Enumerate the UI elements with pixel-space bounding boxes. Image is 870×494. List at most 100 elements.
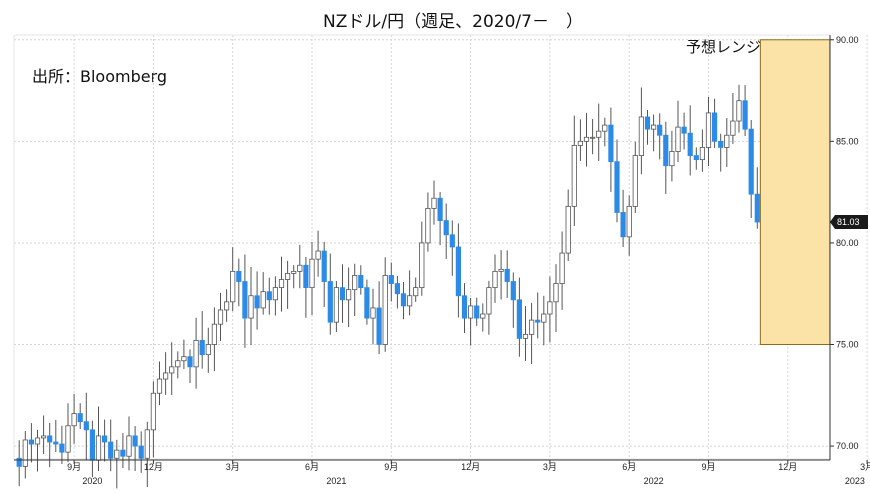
source-label: 出所：Bloomberg [32, 67, 167, 86]
candle-up [95, 435, 102, 461]
candle-up [638, 116, 645, 156]
candle-down [364, 287, 370, 319]
candle-down [321, 250, 327, 282]
candle-up [352, 275, 358, 291]
candle-down [437, 197, 443, 221]
candle-up [632, 155, 638, 207]
candle-down [138, 445, 144, 459]
candle-up [22, 439, 28, 467]
candle-down [376, 307, 382, 345]
candle-down [303, 264, 309, 289]
y-tick-label: 90.00 [836, 35, 859, 45]
candle-down [236, 270, 242, 282]
candle-up [181, 356, 187, 362]
candle-down [16, 457, 22, 467]
candle-up [541, 313, 547, 323]
x-year-label: 2020 [82, 476, 102, 486]
candle-down [242, 281, 248, 319]
candle-up [425, 207, 431, 244]
x-tick-label: 12月 [144, 462, 163, 472]
candle-up [559, 252, 565, 284]
candle-up [309, 258, 315, 289]
x-axis: 9月 12月 3月 6月 9月 12月 3月 6月 9月 12月 3月 2020 2021 2022 202… [67, 460, 870, 486]
candle-up [431, 197, 437, 209]
candle-down [620, 212, 626, 238]
y-tick-label: 75.00 [836, 339, 859, 349]
candle-down [510, 281, 516, 301]
candle-up [291, 270, 297, 274]
candle-up [480, 313, 486, 319]
candle-down [266, 291, 272, 301]
candle-down [400, 293, 407, 307]
candle-down [83, 421, 89, 431]
candle-up [577, 140, 584, 146]
candle-up [370, 307, 376, 319]
candles [16, 84, 760, 489]
candle-down [53, 441, 59, 445]
candle-up [156, 378, 163, 394]
candle-down [535, 319, 541, 323]
candle-down [47, 435, 53, 443]
candle-down [474, 305, 480, 319]
x-year-label: 2023 [845, 476, 865, 486]
candle-up [547, 301, 553, 315]
candle-up [699, 147, 706, 161]
candle-up [583, 136, 590, 142]
candle-up [419, 242, 425, 289]
candle-up [406, 295, 413, 307]
last-value-text: 81.03 [837, 217, 860, 227]
candle-up [724, 134, 730, 148]
candle-up [467, 305, 474, 319]
candle-down [199, 340, 205, 356]
candle-down [681, 126, 687, 134]
candle-down [358, 275, 364, 289]
candle-up [175, 360, 181, 368]
candle-up [333, 287, 340, 323]
candle-up [169, 366, 175, 374]
last-value-badge: 81.03 [830, 214, 868, 229]
candle-up [144, 429, 150, 459]
candle-down [657, 124, 663, 136]
candle-down [712, 112, 718, 142]
candle-down [394, 283, 401, 295]
candle-up [193, 340, 199, 368]
candle-up [223, 301, 230, 311]
candle-up [522, 333, 529, 339]
candle-up [651, 124, 657, 130]
candle-up [736, 100, 742, 122]
candle-up [230, 270, 236, 303]
candle-down [504, 268, 510, 282]
candle-up [114, 449, 120, 459]
candle-up [272, 287, 279, 301]
x-tick-label: 6月 [622, 462, 636, 472]
candle-down [455, 246, 462, 297]
candle-down [693, 155, 699, 161]
last-value-marker [830, 214, 868, 229]
candle-up [126, 435, 132, 457]
candle-up [675, 126, 681, 152]
candle-up [217, 309, 224, 325]
candle-down [449, 234, 455, 248]
candle-down [644, 116, 651, 130]
candle-up [150, 392, 156, 431]
candle-up [669, 151, 675, 167]
x-tick-label: 9月 [701, 462, 715, 472]
chart-title: NZドル/円（週足、2020/7－ ） [323, 12, 583, 32]
candle-up [596, 130, 602, 138]
candle-up [705, 112, 712, 148]
candle-down [461, 295, 468, 319]
y-tick-label: 85.00 [836, 136, 859, 146]
candle-up [34, 437, 41, 445]
x-tick-label: 6月 [305, 462, 319, 472]
candle-up [492, 270, 498, 289]
candle-down [28, 439, 35, 445]
candle-up [498, 268, 504, 272]
candle-up [71, 413, 77, 427]
candle-down [327, 281, 333, 323]
candle-down [443, 220, 449, 236]
candle-up [571, 145, 577, 207]
candle-down [89, 429, 95, 461]
x-year-label: 2021 [326, 476, 346, 486]
forecast-range-box [759, 39, 831, 345]
